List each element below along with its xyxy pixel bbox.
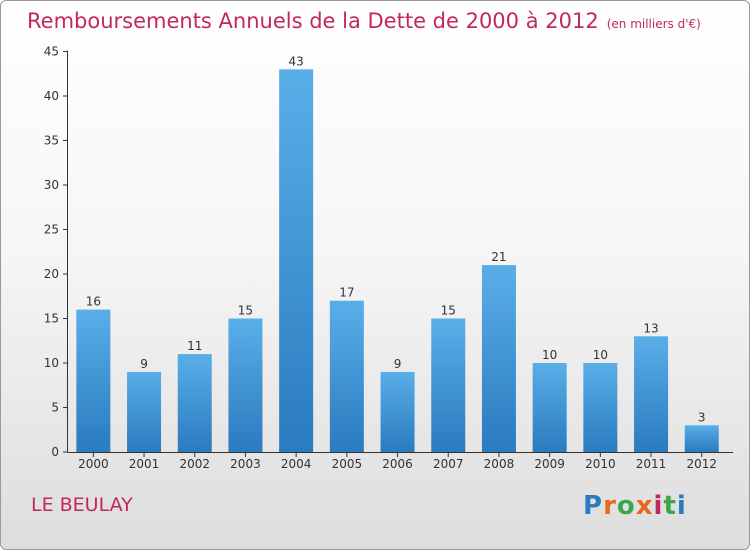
chart-title-text: Remboursements Annuels de la Dette de 20… bbox=[27, 9, 599, 33]
bar-value-label: 13 bbox=[643, 321, 658, 335]
logo-letter: i bbox=[676, 491, 687, 521]
commune-name: LE BEULAY bbox=[31, 494, 133, 516]
chart-bars bbox=[76, 69, 719, 453]
y-tick-label: 5 bbox=[51, 401, 59, 415]
y-tick-label: 25 bbox=[44, 223, 59, 237]
y-tick-label: 10 bbox=[44, 356, 59, 370]
logo-letter: x bbox=[635, 491, 654, 521]
y-tick-label: 35 bbox=[44, 134, 59, 148]
x-tick-label: 2002 bbox=[179, 457, 210, 471]
chart-title: Remboursements Annuels de la Dette de 20… bbox=[27, 9, 701, 33]
bar bbox=[634, 336, 669, 452]
y-tick-label: 30 bbox=[44, 178, 59, 192]
x-tick-label: 2000 bbox=[78, 457, 109, 471]
bar-value-label: 15 bbox=[441, 304, 456, 318]
x-tick-label: 2006 bbox=[382, 457, 413, 471]
bar-value-label: 15 bbox=[238, 304, 253, 318]
logo-letter: t bbox=[663, 491, 677, 521]
logo-letter: o bbox=[616, 491, 636, 521]
bar bbox=[431, 318, 466, 452]
bar bbox=[177, 354, 212, 452]
x-tick-label: 2012 bbox=[686, 457, 717, 471]
bar-value-label: 11 bbox=[187, 339, 202, 353]
bar-value-label: 16 bbox=[86, 295, 101, 309]
y-tick-label: 45 bbox=[44, 45, 59, 59]
x-tick-label: 2005 bbox=[332, 457, 363, 471]
y-tick-label: 15 bbox=[44, 312, 59, 326]
bar bbox=[684, 425, 719, 452]
logo-letter: i bbox=[653, 491, 664, 521]
x-tick-label: 2009 bbox=[534, 457, 565, 471]
bar bbox=[481, 265, 516, 452]
bar-value-label: 9 bbox=[140, 357, 148, 371]
y-tick-label: 20 bbox=[44, 267, 59, 281]
x-tick-label: 2007 bbox=[433, 457, 464, 471]
bar bbox=[583, 363, 618, 452]
bar bbox=[228, 318, 263, 452]
bar-value-label: 3 bbox=[698, 410, 706, 424]
bar bbox=[380, 371, 415, 452]
bar bbox=[329, 300, 364, 452]
chart-axes: 0 5 10 15 20 25 30 35 40 45 bbox=[44, 45, 734, 459]
bar bbox=[279, 69, 314, 453]
y-tick-label: 40 bbox=[44, 89, 59, 103]
x-tick-label: 2003 bbox=[230, 457, 261, 471]
x-tick-label: 2010 bbox=[585, 457, 616, 471]
bar bbox=[532, 363, 567, 452]
chart-subtitle: (en milliers d'€) bbox=[606, 17, 701, 31]
logo-letter: r bbox=[603, 491, 617, 521]
x-tick-label: 2004 bbox=[281, 457, 312, 471]
proxiti-logo[interactable]: Proxiti bbox=[583, 491, 687, 521]
y-tick-label: 0 bbox=[51, 445, 59, 459]
bar-value-label: 10 bbox=[542, 348, 557, 362]
logo-letter: P bbox=[583, 491, 604, 521]
x-tick-label: 2001 bbox=[129, 457, 160, 471]
chart-labels: 2000 16 2001 9 2002 11 2003 15 2004 43 2005 17 2006 9… bbox=[78, 54, 717, 471]
bar-value-label: 43 bbox=[289, 54, 304, 68]
bar-value-label: 21 bbox=[491, 250, 506, 264]
bar bbox=[127, 371, 162, 452]
bar-value-label: 10 bbox=[593, 348, 608, 362]
bar bbox=[76, 309, 111, 452]
bar-value-label: 17 bbox=[339, 286, 354, 300]
bar-value-label: 9 bbox=[394, 357, 402, 371]
x-tick-label: 2008 bbox=[484, 457, 515, 471]
x-tick-label: 2011 bbox=[636, 457, 667, 471]
